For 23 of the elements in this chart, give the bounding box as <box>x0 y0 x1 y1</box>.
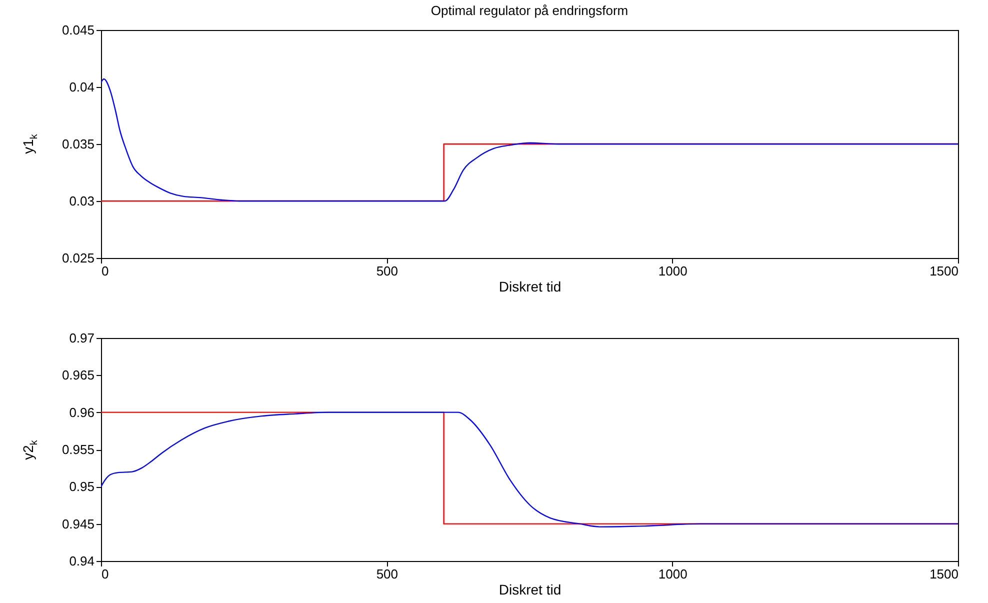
y-tick-label: 0.94 <box>69 554 94 568</box>
y-tick-label: 0.04 <box>69 80 94 94</box>
y-tick-label: 0.96 <box>69 404 94 420</box>
x-axis-title: Diskret tid <box>498 582 562 598</box>
x-tick-label: 1000 <box>658 566 688 582</box>
x-axis-title: Diskret tid <box>498 278 562 294</box>
x-tick-label: 0 <box>102 264 109 278</box>
x-tick-label: 500 <box>376 264 398 278</box>
x-tick-label: 1000 <box>658 264 688 278</box>
y-tick-label: 0.03 <box>69 194 94 208</box>
y-tick-label: 0.95 <box>69 479 94 494</box>
x-tick-label: 1500 <box>930 264 958 278</box>
y-tick-label: 0.945 <box>62 516 94 532</box>
y-tick-label: 0.035 <box>62 136 94 152</box>
y-tick-label: 0.955 <box>62 442 94 457</box>
y-tick-label: 0.025 <box>62 250 94 266</box>
chart-title: Optimal regulator på endringsform <box>430 3 628 18</box>
y-tick-label: 0.045 <box>62 22 94 38</box>
x-tick-label: 500 <box>376 566 398 582</box>
y-tick-label: 0.965 <box>62 368 94 383</box>
x-tick-label: 0 <box>102 566 109 582</box>
x-tick-label: 1500 <box>930 566 958 582</box>
y-tick-label: 0.97 <box>69 330 94 346</box>
